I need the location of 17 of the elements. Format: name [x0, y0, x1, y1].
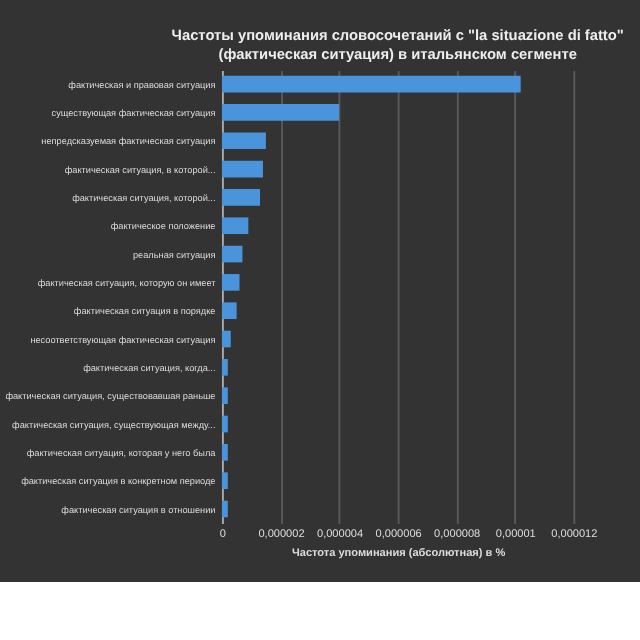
bar: [221, 359, 228, 376]
bar: [221, 444, 228, 461]
bar: [221, 472, 228, 489]
bar: [221, 75, 521, 93]
bar: [221, 132, 266, 150]
chart-title: Частоты упоминания словосочетаний с "la situazione di fatto" (фактическая ситуация) в итальянском сегменте: [171, 26, 625, 63]
bar: [221, 274, 240, 291]
bar: [221, 302, 237, 320]
bar: [221, 104, 340, 121]
bar: [221, 330, 231, 348]
bar: [221, 160, 263, 178]
bar: [221, 189, 261, 206]
bar: [221, 217, 249, 235]
bar: [221, 500, 228, 518]
bar: [221, 415, 228, 433]
bar: [221, 245, 243, 263]
bar: [221, 387, 228, 405]
